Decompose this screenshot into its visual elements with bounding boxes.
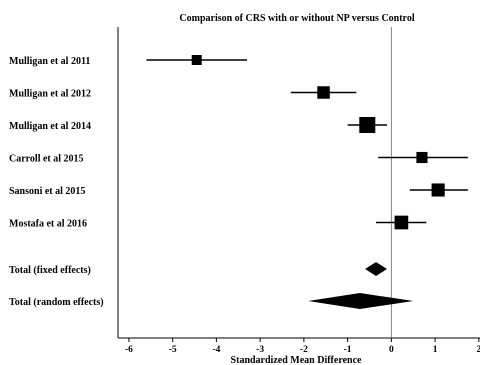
study-row-mark: [376, 215, 427, 230]
study-point-estimate: [416, 151, 428, 164]
study-point-estimate: [431, 183, 445, 197]
x-axis-tick-labels: -6 -5 -4 -3 -2 -1 0 1 2: [125, 345, 480, 355]
x-tick-label: -4: [212, 345, 220, 355]
x-tick-label: -5: [169, 345, 177, 355]
x-tick-label: 0: [389, 345, 394, 355]
study-row-mark: [378, 151, 468, 164]
x-tick-label: -2: [300, 345, 308, 355]
study-labels: Mulligan et al 2011 Mulligan et al 2012 Mu…: [9, 56, 104, 308]
x-tick-label: -6: [125, 345, 133, 355]
total-marks: [308, 262, 414, 309]
study-point-estimate: [191, 55, 202, 65]
x-axis-ticks: [128, 338, 480, 342]
pooled-estimate-diamond: [308, 293, 414, 309]
x-tick-label: -3: [256, 345, 264, 355]
chart-title: Comparison of CRS with or without NP ver…: [179, 13, 414, 24]
pooled-estimate-diamond: [365, 262, 387, 276]
total-label: Total (fixed effects): [9, 265, 91, 276]
study-point-estimate: [317, 86, 330, 99]
study-label: Carroll et al 2015: [9, 154, 84, 165]
x-tick-label: 1: [433, 345, 438, 355]
study-point-estimate: [394, 215, 409, 230]
study-label: Mulligan et al 2011: [9, 56, 90, 67]
x-tick-label: 2: [476, 345, 480, 355]
total-label: Total (random effects): [9, 297, 104, 308]
study-label: Sansoni et al 2015: [9, 186, 85, 197]
study-point-estimate: [359, 117, 376, 133]
study-label: Mostafa et al 2016: [9, 219, 87, 230]
study-row-mark: [409, 183, 468, 197]
study-label: Mulligan et al 2014: [9, 121, 91, 132]
x-axis-label: Standardized Mean Difference: [231, 355, 362, 365]
study-row-mark: [347, 117, 387, 133]
study-row-mark: [290, 86, 357, 99]
study-label: Mulligan et al 2012: [9, 89, 91, 100]
study-row-mark: [146, 55, 248, 65]
x-tick-label: -1: [344, 345, 352, 355]
plot-frame: [117, 27, 480, 339]
study-marks: [146, 55, 468, 230]
